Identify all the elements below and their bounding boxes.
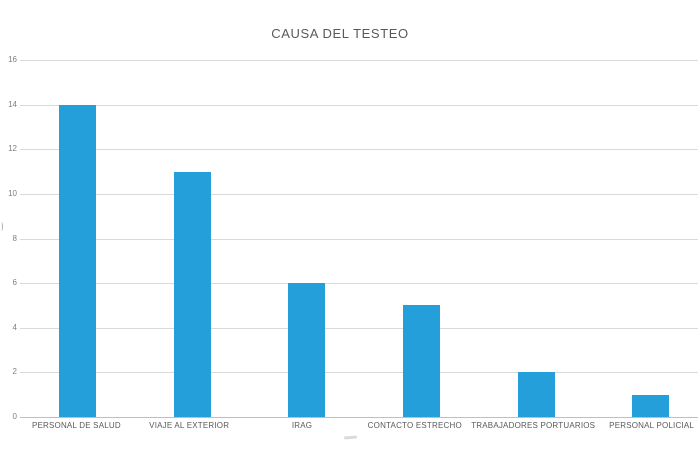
x-axis-category-labels: PERSONAL DE SALUD VIAJE AL EXTERIOR IRAG CO… — [20, 421, 700, 430]
gridlines — [20, 60, 698, 418]
gridline — [20, 238, 698, 240]
y-axis-tick-labels: 0 2 4 6 8 10 12 14 16 — [0, 55, 17, 421]
x-category-label: TRABAJADORES PORTUARIOS — [471, 421, 596, 430]
bar-slot — [135, 60, 250, 417]
bar-slot — [593, 60, 700, 417]
bar — [517, 372, 555, 417]
gridline — [20, 60, 698, 61]
y-tick-label: 12 — [8, 144, 17, 154]
bar — [173, 171, 211, 417]
y-tick-label: 8 — [12, 233, 17, 243]
y-tick-label: 10 — [8, 188, 17, 198]
gridline — [20, 283, 698, 285]
bar-slot — [20, 60, 135, 417]
x-category-label: PERSONAL POLICIAL — [609, 421, 695, 430]
faint-smudge-mark — [343, 435, 358, 440]
y-tick-label: 4 — [12, 322, 17, 332]
bar — [632, 394, 670, 417]
gridline — [20, 372, 698, 374]
chart-title: CAUSA DEL TESTEO — [271, 26, 409, 41]
bar — [402, 305, 440, 417]
x-category-label: VIAJE AL EXTERIOR — [149, 421, 230, 430]
y-tick-label: 14 — [8, 99, 17, 109]
bar-slot — [479, 60, 594, 417]
x-category-label: PERSONAL DE SALUD — [31, 421, 121, 430]
bar-slot — [249, 60, 364, 417]
gridline — [20, 149, 698, 151]
bar-slot — [364, 60, 479, 417]
y-tick-label: 2 — [12, 367, 17, 377]
x-axis-line — [20, 417, 698, 418]
bars-row — [20, 60, 700, 417]
y-tick-label: 6 — [12, 278, 17, 288]
x-category-label: IRAG — [291, 421, 313, 430]
y-tick-label: 0 — [12, 412, 17, 421]
gridline — [20, 193, 698, 195]
bar — [58, 104, 96, 417]
y-tick-label: 16 — [8, 55, 17, 64]
gridline — [20, 104, 698, 106]
bar — [288, 283, 326, 417]
x-category-label: CONTACTO ESTRECHO — [367, 421, 462, 430]
gridline — [20, 327, 698, 329]
clipped-left-edge-mark — [0, 222, 3, 231]
